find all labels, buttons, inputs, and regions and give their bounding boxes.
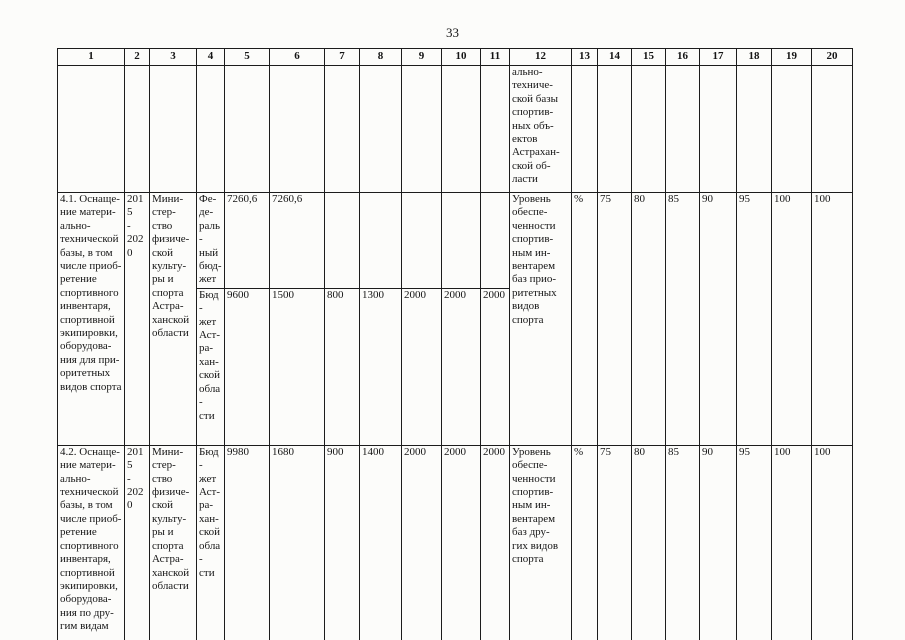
column-header-7: 7 — [324, 48, 360, 66]
column-header-16: 16 — [665, 48, 700, 66]
target-4-1-y6: 100 — [771, 192, 812, 446]
target-4-1-y2: 80 — [631, 192, 666, 446]
column-header-5: 5 — [224, 48, 270, 66]
column-header-19: 19 — [771, 48, 812, 66]
empty-cell — [359, 65, 402, 193]
empty-cell — [631, 65, 666, 193]
empty-cell — [224, 65, 270, 193]
executor-cell-4-2: Мини- стер- ство физиче- ской культу- ры… — [149, 444, 197, 640]
amount-4-2-y1: 1680 — [269, 444, 325, 640]
amount-federal-4-1-y4 — [401, 192, 442, 289]
column-header-20: 20 — [811, 48, 853, 66]
indicator-cell-4-1: Уровень обеспе- ченности спортив- ным ин… — [509, 192, 572, 446]
continuation-row: ально- техниче- ской базы спортив- ных о… — [57, 65, 853, 193]
amount-4-2-y6: 2000 — [480, 444, 510, 640]
empty-cell — [736, 65, 772, 193]
empty-cell — [480, 65, 510, 193]
amount-4-2-y5: 2000 — [441, 444, 481, 640]
empty-cell — [699, 65, 737, 193]
row-4-1-regional: Бюд- жет Аст- ра- хан- ской обла- сти 96… — [58, 287, 853, 446]
column-header-3: 3 — [149, 48, 197, 66]
empty-cell — [597, 65, 632, 193]
unit-cell-4-2: % — [571, 444, 598, 640]
column-header-13: 13 — [571, 48, 598, 66]
column-header-6: 6 — [269, 48, 325, 66]
amount-federal-4-1-y5 — [441, 192, 481, 289]
target-4-1-y1: 75 — [597, 192, 632, 446]
period-cell-4-2: 2015 - 2020 — [124, 444, 150, 640]
target-4-2-y6: 100 — [771, 444, 812, 640]
target-4-2-y5: 95 — [736, 444, 772, 640]
amount-federal-4-1-y2 — [324, 192, 360, 289]
column-header-8: 8 — [359, 48, 402, 66]
empty-cell — [324, 65, 360, 193]
target-4-1-y4: 90 — [699, 192, 737, 446]
document-table: 1 2 3 4 5 6 7 8 9 10 11 12 13 14 15 16 1… — [57, 48, 853, 640]
amount-regional-4-1-y6: 2000 — [480, 287, 510, 446]
activity-cell-4-1: 4.1. Оснаще- ние матери- ально- техничес… — [57, 192, 125, 446]
amount-regional-4-1-y2: 800 — [324, 287, 360, 446]
activity-cell-4-2: 4.2. Оснаще- ние матери- ально- техничес… — [57, 444, 125, 640]
target-4-1-y5: 95 — [736, 192, 772, 446]
amount-4-2-y3: 1400 — [359, 444, 402, 640]
amount-federal-4-1-y3 — [359, 192, 402, 289]
amount-total-federal-4-1: 7260,6 — [224, 192, 270, 289]
column-header-10: 10 — [441, 48, 481, 66]
amount-federal-4-1-y1: 7260,6 — [269, 192, 325, 289]
empty-cell — [811, 65, 853, 193]
budget-source-regional-4-1: Бюд- жет Аст- ра- хан- ской обла- сти — [196, 287, 225, 446]
unit-cell-4-1: % — [571, 192, 598, 446]
target-4-2-y7: 100 — [811, 444, 853, 640]
column-header-12: 12 — [509, 48, 572, 66]
target-4-2-y1: 75 — [597, 444, 632, 640]
amount-4-2-y2: 900 — [324, 444, 360, 640]
amount-federal-4-1-y6 — [480, 192, 510, 289]
amount-total-regional-4-1: 9600 — [224, 287, 270, 446]
amount-4-2-y4: 2000 — [401, 444, 442, 640]
amount-regional-4-1-y1: 1500 — [269, 287, 325, 446]
empty-cell — [771, 65, 812, 193]
budget-source-federal-4-1: Фе- де- раль- ный бюд- жет — [196, 192, 225, 289]
column-header-1: 1 — [57, 48, 125, 66]
empty-cell — [124, 65, 150, 193]
empty-cell — [196, 65, 225, 193]
amount-regional-4-1-y4: 2000 — [401, 287, 442, 446]
column-header-15: 15 — [631, 48, 666, 66]
target-4-1-y3: 85 — [665, 192, 700, 446]
page-number: 33 — [446, 25, 459, 40]
table-header-row: 1 2 3 4 5 6 7 8 9 10 11 12 13 14 15 16 1… — [57, 48, 853, 66]
period-cell-4-1: 2015 - 2020 — [124, 192, 150, 446]
target-4-2-y4: 90 — [699, 444, 737, 640]
indicator-cell-4-2: Уровень обеспе- ченности спортив- ным ин… — [509, 444, 572, 640]
column-header-4: 4 — [196, 48, 225, 66]
empty-cell — [149, 65, 197, 193]
column-header-18: 18 — [736, 48, 772, 66]
column-header-2: 2 — [124, 48, 150, 66]
empty-cell — [571, 65, 598, 193]
amount-regional-4-1-y5: 2000 — [441, 287, 481, 446]
empty-cell — [401, 65, 442, 193]
target-4-2-y3: 85 — [665, 444, 700, 640]
column-header-17: 17 — [699, 48, 737, 66]
empty-cell — [441, 65, 481, 193]
empty-cell — [269, 65, 325, 193]
continuation-indicator-cell: ально- техниче- ской базы спортив- ных о… — [509, 65, 572, 193]
row-4-2: 4.2. Оснаще- ние матери- ально- техничес… — [57, 444, 853, 640]
empty-cell — [665, 65, 700, 193]
row-4-1-federal: 4.1. Оснаще- ние матери- ально- техничес… — [57, 192, 853, 446]
amount-total-4-2: 9980 — [224, 444, 270, 640]
budget-source-4-2: Бюд- жет Аст- ра- хан- ской обла- сти — [196, 444, 225, 640]
empty-cell — [57, 65, 125, 193]
column-header-11: 11 — [480, 48, 510, 66]
executor-cell-4-1: Мини- стер- ство физиче- ской культу- ры… — [149, 192, 197, 446]
amount-regional-4-1-y3: 1300 — [359, 287, 402, 446]
target-4-1-y7: 100 — [811, 192, 853, 446]
column-header-14: 14 — [597, 48, 632, 66]
target-4-2-y2: 80 — [631, 444, 666, 640]
column-header-9: 9 — [401, 48, 442, 66]
